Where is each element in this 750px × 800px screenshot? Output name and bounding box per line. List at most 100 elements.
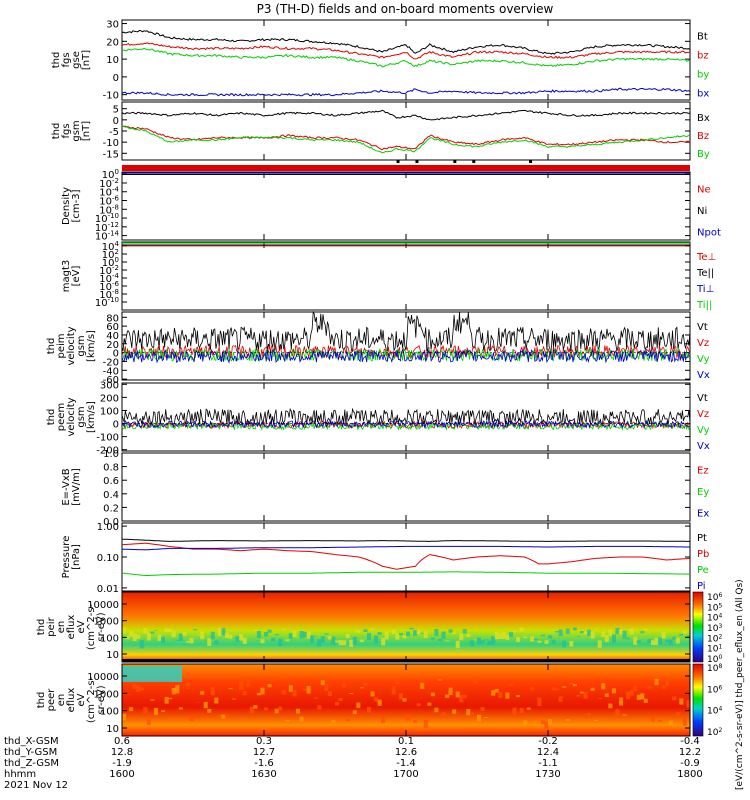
spectrogram-cell — [608, 629, 613, 637]
x-tick-label: 0.1 — [398, 736, 414, 747]
legend-entry-vx: Vx — [697, 370, 710, 381]
panel-density: 10010-210-410-610-810-1010-1210-14Densit… — [61, 160, 721, 243]
spectrogram-cell — [359, 687, 364, 689]
spectrogram-cell — [366, 632, 371, 640]
spectrogram-cell — [146, 719, 151, 725]
spectrogram-cell — [136, 685, 141, 692]
spectrogram-cell — [441, 631, 446, 639]
y-axis-label: eflux — [66, 615, 77, 640]
spectrogram-cell — [654, 678, 659, 686]
x-axis-labels: thd_X-GSM thd_Y-GSM thd_Z-GSM hhmm 2021 … — [4, 736, 703, 791]
y-tick-exponent: -10 — [108, 296, 119, 304]
spectrogram-cell — [143, 707, 148, 715]
spectrogram-cell — [533, 638, 538, 641]
spectrogram-cell — [658, 720, 663, 722]
colorbar-tick-exponent: 6 — [718, 684, 722, 691]
spectrogram-cell — [384, 631, 389, 640]
panel-frame — [121, 101, 691, 161]
y-tick-label: 0 — [113, 73, 119, 84]
series-line-by — [121, 125, 691, 154]
y-tick-exponent: 0 — [115, 168, 119, 176]
y-tick-label: 0.01 — [97, 584, 119, 595]
velocity-trace — [121, 310, 691, 353]
spectrogram-cell — [185, 640, 190, 643]
spectrogram-cell — [139, 640, 144, 649]
x-tick-label: 12.4 — [537, 747, 559, 758]
spectrogram-cell — [253, 629, 258, 632]
spectrogram-cell — [228, 688, 233, 690]
y-axis-label: [mV/m] — [71, 468, 82, 506]
spectrogram-cell — [356, 702, 361, 708]
series-line-bz — [121, 42, 691, 60]
spectrogram-cell — [363, 682, 368, 686]
spectrogram-cell — [406, 631, 411, 637]
spectrogram-cell — [377, 632, 382, 635]
spectrogram-cell — [352, 710, 357, 715]
spectrogram-cell — [650, 716, 655, 722]
spectrogram-cell — [633, 636, 638, 645]
colorbar-tick-exponent: 5 — [718, 602, 722, 609]
flag-marker — [472, 160, 476, 163]
spectrogram-cell — [611, 688, 616, 694]
spectrogram-cell — [540, 634, 545, 637]
y-tick-label: -100 — [96, 433, 119, 444]
spectrogram-cell — [469, 712, 474, 715]
spectrogram-cell — [303, 631, 308, 638]
spectrogram-cell — [320, 680, 325, 686]
spectrogram-cell — [335, 640, 340, 643]
spectrogram-cell — [530, 687, 535, 691]
spectrogram-cell — [459, 695, 464, 703]
spectrogram-cell — [264, 707, 269, 711]
spectrogram-cell — [665, 679, 670, 686]
panel-frame — [121, 241, 691, 311]
spectrogram-cell — [175, 685, 180, 694]
spectrogram-cell — [370, 691, 375, 697]
legend-entry-npot: Npot — [697, 227, 721, 238]
spectrogram-cell — [565, 628, 570, 634]
spectrogram-cell — [200, 631, 205, 640]
colorbar-tick-label: 100 — [707, 654, 722, 665]
legend-entry-ey: Ey — [697, 487, 709, 498]
spectrogram-cell — [196, 634, 201, 636]
spectrogram-cell — [558, 629, 563, 637]
spectrogram-cell — [207, 708, 212, 713]
spectrogram-cell — [437, 679, 442, 681]
flag-marker — [396, 160, 400, 163]
spectrogram-cell — [122, 627, 127, 634]
spectrogram-cell — [551, 687, 556, 691]
y-tick-label: 100 — [100, 707, 119, 718]
spectrogram-cell — [448, 687, 453, 696]
y-tick-label: 0.8 — [103, 463, 119, 474]
spectrogram-cell — [643, 698, 648, 703]
spectrogram-cell — [185, 683, 190, 689]
spectrogram-cell — [288, 685, 293, 692]
spectrogram-cell — [668, 639, 673, 645]
spectrogram-cell — [207, 638, 212, 646]
colorbar-tick-exponent: 3 — [718, 623, 722, 630]
y-axis-label: gsm — [76, 335, 87, 356]
spectrogram-cell — [615, 627, 620, 635]
spectrogram-cell — [629, 628, 634, 635]
y-tick-label: 10 — [106, 650, 119, 661]
y-tick-label: 20 — [106, 37, 119, 48]
spectrogram-cell — [409, 715, 414, 718]
y-axis-label: velocity — [66, 326, 77, 365]
panel-peer-spectrogram: 10000 1000 100 10 thd peer en eflux eV (cm^2-s-sr… — [36, 663, 691, 737]
spectrogram-cell — [512, 707, 517, 716]
y-tick-label: -15 — [103, 149, 119, 160]
spectrogram-cell — [374, 697, 379, 702]
spectrogram-cell — [278, 638, 283, 647]
y-axis-label: eV — [76, 693, 87, 706]
y-tick-label: 200 — [100, 393, 119, 404]
spectrogram-cell — [604, 693, 609, 697]
spectrogram-cell — [132, 683, 137, 689]
spectrogram-cell — [643, 628, 648, 631]
spectrogram-cell — [239, 681, 244, 690]
spectrogram-cell — [153, 630, 158, 631]
spectrogram-cell — [416, 629, 421, 635]
spectrogram-cell — [622, 630, 627, 639]
spectrogram-cell — [171, 630, 176, 638]
spectrogram-cell — [498, 633, 503, 639]
